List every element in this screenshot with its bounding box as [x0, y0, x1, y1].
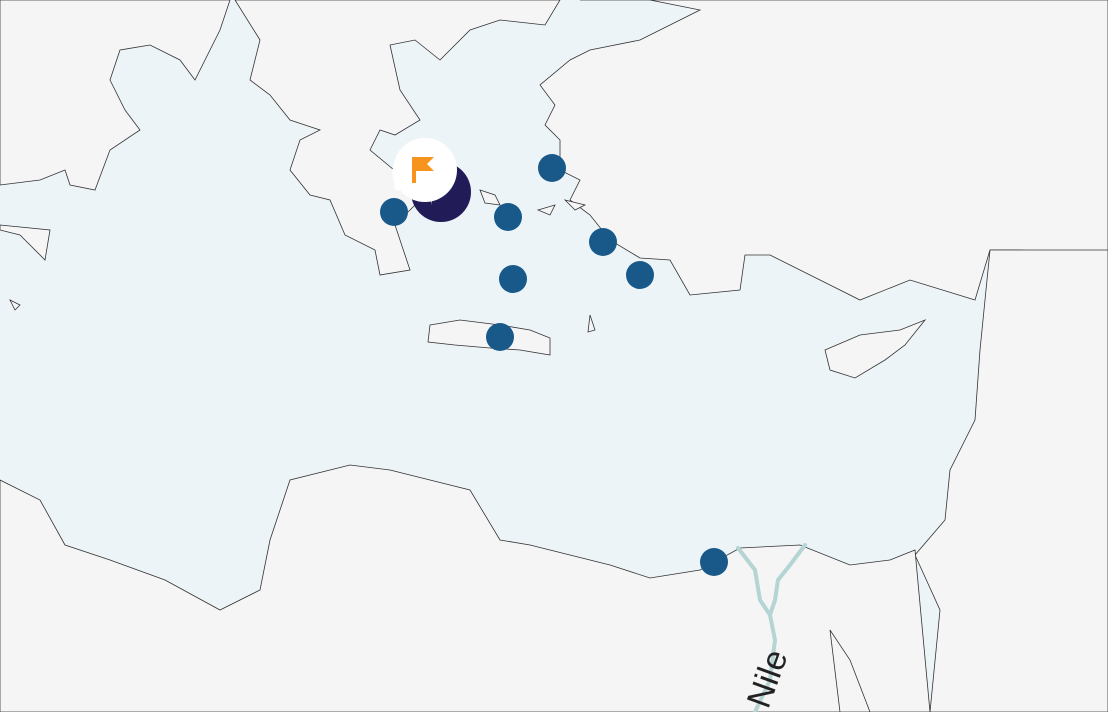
land-island	[479, 189, 501, 206]
land-island	[587, 314, 596, 333]
marker-lesbos-chios[interactable]	[538, 154, 566, 182]
land-island	[563, 199, 587, 211]
land-cyprus	[824, 319, 927, 379]
land-island	[536, 204, 556, 216]
land-levant	[914, 249, 1108, 712]
land-italy-tip	[0, 224, 51, 261]
land-island	[9, 299, 21, 311]
marker-crete[interactable]	[486, 323, 514, 351]
land-balkans	[234, 0, 561, 276]
flag-icon	[412, 157, 434, 183]
land-italy	[0, 0, 231, 191]
land-north-africa	[0, 464, 931, 712]
land-sinai	[829, 629, 871, 712]
marker-peloponnese[interactable]	[380, 198, 408, 226]
selected-cluster-marker[interactable]	[392, 138, 471, 222]
nile-river	[736, 543, 807, 712]
marker-dodecanese[interactable]	[589, 228, 617, 256]
marker-cyclades-north[interactable]	[494, 203, 522, 231]
marker-rhodes[interactable]	[626, 261, 654, 289]
marker-cyclades-south[interactable]	[499, 265, 527, 293]
marker-alexandria[interactable]	[700, 548, 728, 576]
